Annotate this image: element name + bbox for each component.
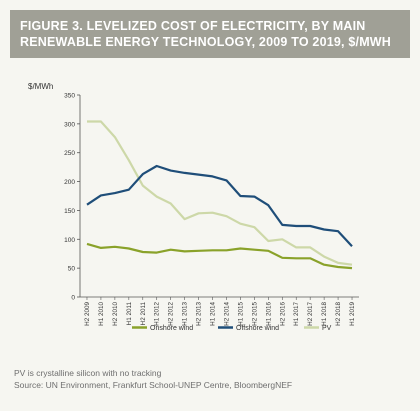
x-tick-label: H1 2017: [293, 302, 300, 326]
legend-label-onshore-wind: Onshore wind: [150, 325, 193, 332]
line-chart: $/MWh 0 50 100 150 200 250 300 350 H2 2009 H1 2010…: [28, 82, 359, 332]
legend-label-pv: PV: [322, 325, 332, 332]
x-tick-label: H1 2019: [349, 302, 356, 326]
x-tick-label: H2 2010: [112, 302, 119, 326]
x-tick-label: H1 2014: [210, 302, 217, 326]
figure-title-bar: FIGURE 3. LEVELIZED COST OF ELECTRICITY,…: [10, 10, 410, 58]
series-line-pv: [87, 120, 353, 266]
series-line-onshore-wind: [86, 242, 353, 270]
x-tick-label: H1 2018: [321, 302, 328, 326]
x-tick-label: H2 2011: [140, 302, 147, 326]
x-tick-label: H1 2015: [237, 302, 244, 326]
legend-label-offshore-wind: Offshore wind: [236, 325, 279, 332]
notes: PV is crystalline silicon with no tracki…: [14, 367, 292, 391]
x-tick-label: H2 2016: [279, 302, 286, 326]
x-tick-label: H1 2011: [126, 302, 133, 326]
y-axis-label: $/MWh: [28, 82, 53, 91]
y-tick-label: 0: [71, 295, 75, 302]
x-tick-label: H1 2012: [154, 302, 161, 326]
y-tick-label: 200: [64, 179, 75, 186]
y-tick-label: 250: [64, 150, 75, 157]
chart: $/MWh 0 50 100 150 200 250 300 350 H2 2009 H1 2010…: [0, 60, 420, 350]
y-tick-label: 300: [64, 121, 75, 128]
y-tick-label: 100: [64, 237, 75, 244]
y-tick-label: 50: [68, 266, 76, 273]
y-tick-label: 150: [64, 208, 75, 215]
figure-note: PV is crystalline silicon with no tracki…: [14, 368, 162, 378]
x-tick-label: H2 2009: [84, 302, 91, 326]
x-tick-label: H1 2010: [98, 302, 105, 326]
x-tick-label: H1 2016: [265, 302, 272, 326]
x-tick-label: H2 2014: [223, 302, 230, 326]
x-tick-label: H2 2018: [335, 302, 342, 326]
series-line-offshore-wind: [86, 164, 353, 247]
y-tick-label: 350: [64, 93, 75, 100]
x-tick-label: H2 2012: [168, 302, 175, 326]
x-tick-label: H2 2015: [251, 302, 258, 326]
x-tick-label: H2 2013: [196, 302, 203, 326]
figure-source: Source: UN Environment, Frankfurt School…: [14, 380, 293, 390]
x-tick-label: H1 2013: [182, 302, 189, 326]
figure-title: FIGURE 3. LEVELIZED COST OF ELECTRICITY,…: [20, 19, 392, 49]
x-tick-label: H2 2017: [307, 302, 314, 326]
